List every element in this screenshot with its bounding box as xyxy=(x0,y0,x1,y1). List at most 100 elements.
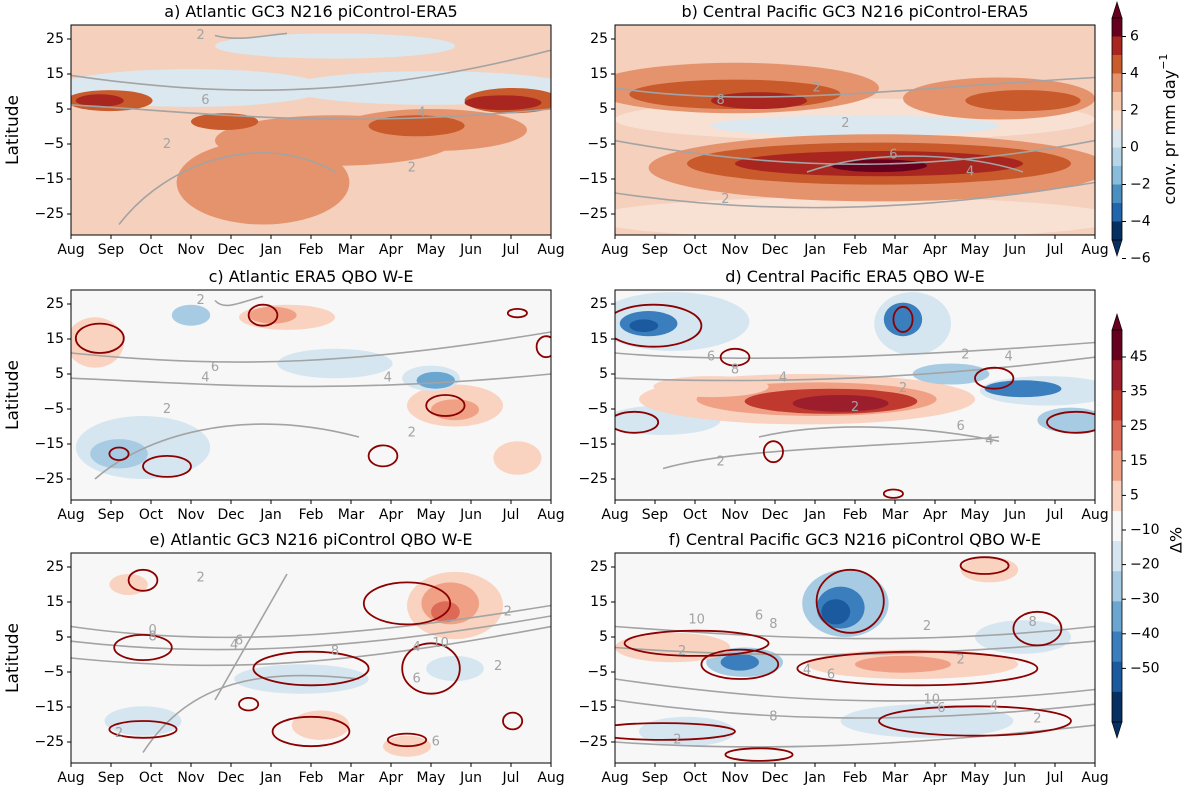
significance-contour xyxy=(1012,610,1063,647)
y-tick-label: −15 xyxy=(34,436,64,452)
colorbar-tick-label: −2 xyxy=(1130,177,1151,193)
x-tick-label: Sep xyxy=(642,770,669,786)
climatology-contour xyxy=(71,615,551,651)
climatology-contour xyxy=(94,423,360,480)
heatmap-cell-cluster xyxy=(90,439,148,469)
significance-contour xyxy=(700,648,780,680)
y-tick-label: −15 xyxy=(578,171,608,187)
colorbar-swatch xyxy=(1112,18,1122,37)
heatmap-field: 2 8 6 4 2 2 xyxy=(615,25,1095,235)
heatmap-cell-cluster xyxy=(426,655,484,682)
heatmap-cell-cluster xyxy=(176,140,350,225)
heatmap-cell-cluster xyxy=(792,395,889,412)
x-tick-label: Nov xyxy=(721,242,748,258)
y-tick-label: 5 xyxy=(55,629,64,645)
panel-title: d) Central Pacific ERA5 QBO W-E xyxy=(725,267,985,286)
significance-contour xyxy=(127,568,159,592)
climatology-contour xyxy=(615,76,1095,98)
colorbar-swatch xyxy=(1112,221,1122,241)
heatmap-cell-cluster xyxy=(1037,407,1095,433)
heatmap-cell-cluster xyxy=(277,348,393,379)
y-tick-label: −5 xyxy=(587,664,608,680)
colorbar-tick-label: 0 xyxy=(1130,140,1139,156)
heatmap-cell-cluster xyxy=(965,90,1081,112)
colorbar-label-exponent: −1 xyxy=(1157,54,1170,70)
contour-label: 4 xyxy=(230,638,238,653)
x-tick-label: Jun xyxy=(459,242,482,258)
y-tick-label: 5 xyxy=(55,366,64,382)
x-tick-label: May xyxy=(417,507,446,523)
significance-contour xyxy=(113,634,173,662)
colorbar-label-text: conv. pr mm day xyxy=(1160,70,1179,205)
contour-label: 2 xyxy=(923,619,931,634)
climatology-contour xyxy=(806,155,1024,173)
x-tick-label: Jul xyxy=(502,242,520,258)
contour-label: 8 xyxy=(148,630,156,645)
colorbar-extend-min xyxy=(1111,239,1123,258)
heatmap-cell-cluster xyxy=(71,317,124,368)
heatmap-cell-cluster xyxy=(984,380,1062,398)
x-tick-label: Feb xyxy=(299,770,324,786)
y-tick-label: 25 xyxy=(46,559,64,575)
colorbar-swatch xyxy=(1112,390,1122,421)
colorbar-swatch xyxy=(1112,110,1122,130)
heatmap-cell-cluster xyxy=(416,371,455,389)
x-tick-label: Aug xyxy=(537,507,564,523)
panel-d: 6 8 4 2 2 6 4 2 4 2 d) Central Pacific ERA5 QBO W-… xyxy=(578,267,1108,523)
significance-contour xyxy=(796,650,1039,687)
colorbar-swatch xyxy=(1112,420,1122,452)
colorbar-tick-label: 6 xyxy=(1130,29,1139,45)
colorbar-extend-max xyxy=(1111,312,1123,331)
colorbar-swatch xyxy=(1112,631,1122,663)
x-tick-label: Aug xyxy=(1081,242,1108,258)
climatology-contour xyxy=(214,295,264,307)
y-tick-label: −5 xyxy=(587,136,608,152)
contour-label: 2 xyxy=(196,571,204,586)
x-tick-label: Dec xyxy=(217,507,244,523)
contour-label: 6 xyxy=(201,93,209,108)
significance-contour xyxy=(252,650,370,687)
significance-contour xyxy=(719,347,751,367)
x-tick-label: Mar xyxy=(338,242,365,258)
contour-label: 2 xyxy=(716,455,724,470)
contour-label: 2 xyxy=(504,604,512,619)
x-tick-label: Apr xyxy=(923,507,947,523)
climatology-contour xyxy=(615,699,1095,719)
contour-label: 2 xyxy=(673,732,681,747)
heatmap-field: 2 4 6 2 2 xyxy=(71,25,551,235)
x-tick-label: Dec xyxy=(217,242,244,258)
heatmap-cell-cluster xyxy=(960,557,1019,583)
significance-contour xyxy=(882,488,904,499)
significance-contour xyxy=(247,303,279,327)
contour-label: 2 xyxy=(678,644,686,659)
significance-contour xyxy=(762,440,784,464)
x-tick-label: Jun xyxy=(1003,242,1026,258)
heatmap-cell-cluster xyxy=(615,632,731,663)
x-tick-label: Oct xyxy=(683,507,708,523)
contour-label: 4 xyxy=(779,371,787,386)
colorbar-tick-label: 2 xyxy=(1130,103,1139,119)
panel-title: c) Atlantic ERA5 QBO W-E xyxy=(209,267,414,286)
y-tick-label: −25 xyxy=(34,734,64,750)
significance-contour xyxy=(892,305,914,333)
contour-label: 4 xyxy=(201,371,209,386)
climatology-contour xyxy=(71,49,551,91)
y-tick-label: 15 xyxy=(590,594,608,610)
significance-contour xyxy=(615,303,703,348)
climatology-contour xyxy=(71,604,551,639)
y-axis-label: Latitude xyxy=(3,623,23,693)
contour-label: 4 xyxy=(803,663,811,678)
contour-label: 6 xyxy=(707,350,715,365)
y-tick-label: 5 xyxy=(599,366,608,382)
climatology-contour xyxy=(71,104,551,120)
panel-title: e) Atlantic GC3 N216 piControl QBO W-E xyxy=(149,530,472,549)
significance-contour xyxy=(959,556,1010,575)
colorbar-swatch xyxy=(1112,147,1122,167)
y-tick-label: −5 xyxy=(43,401,64,417)
significance-contour xyxy=(108,446,130,462)
x-tick-label: Sep xyxy=(98,242,125,258)
colorbar-tick-label: 45 xyxy=(1130,349,1148,365)
